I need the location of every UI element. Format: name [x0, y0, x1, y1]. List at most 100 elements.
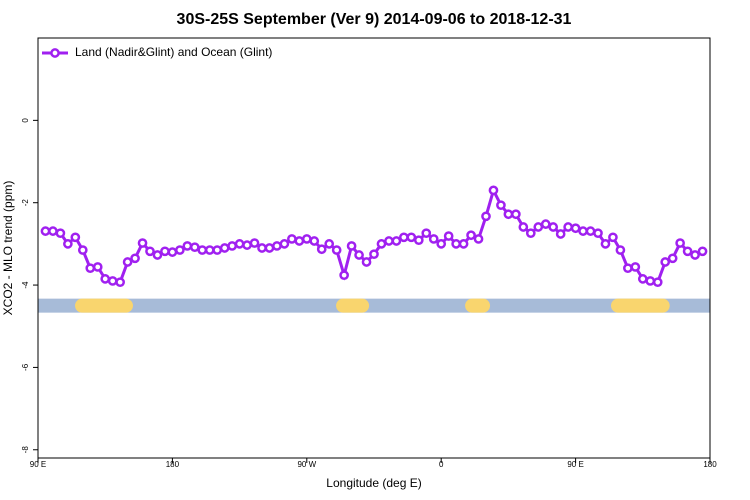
data-point: [55, 228, 66, 239]
data-point: [533, 222, 544, 232]
data-point: [279, 239, 290, 249]
land-segment: [336, 298, 370, 313]
legend-marker: [50, 48, 60, 58]
data-point: [346, 241, 357, 251]
data-point: [570, 223, 581, 234]
data-point: [399, 232, 409, 243]
data-point: [555, 229, 566, 239]
data-point: [242, 240, 252, 250]
data-point: [48, 226, 58, 236]
data-point: [264, 243, 275, 253]
x-tick-label: 180: [166, 460, 180, 469]
data-point: [608, 232, 618, 243]
x-tick-label: 90 W: [297, 460, 316, 469]
data-point: [406, 232, 417, 243]
data-point: [578, 226, 588, 236]
data-point: [301, 234, 312, 244]
data-point: [92, 262, 103, 272]
series-line: [45, 186, 704, 284]
data-point: [354, 250, 364, 260]
data-point: [675, 238, 685, 248]
data-point: [443, 231, 454, 241]
data-point: [630, 262, 641, 272]
data-point: [249, 238, 260, 248]
data-point: [122, 257, 133, 267]
ocean-strip: [38, 298, 710, 313]
data-point: [40, 226, 51, 236]
data-point: [234, 239, 245, 249]
x-tick-label: 180: [703, 460, 717, 469]
data-point: [511, 209, 521, 220]
legend-label: Land (Nadir&Glint) and Ocean (Glint): [75, 45, 272, 59]
data-point: [525, 228, 536, 239]
data-point: [107, 276, 118, 286]
data-point: [145, 246, 155, 257]
data-point: [130, 253, 140, 264]
data-point: [481, 211, 491, 222]
x-tick-label: 90 E: [30, 460, 46, 469]
y-tick-label: -2: [21, 199, 30, 207]
data-point: [667, 253, 678, 264]
data-point: [197, 245, 208, 255]
data-point: [421, 228, 432, 239]
data-point: [458, 239, 469, 249]
data-point: [563, 222, 573, 232]
data-point: [436, 239, 447, 249]
data-point: [167, 247, 178, 257]
data-point: [175, 245, 185, 255]
data-point: [70, 232, 81, 243]
y-tick-label: 0: [21, 118, 30, 123]
data-point: [189, 242, 200, 253]
data-point: [182, 241, 193, 251]
data-point: [600, 239, 611, 249]
data-point: [324, 239, 335, 249]
plot-frame: [37, 37, 711, 459]
data-point: [85, 263, 96, 274]
data-point: [391, 236, 402, 246]
data-point: [548, 222, 559, 232]
y-tick-label: -4: [21, 281, 30, 289]
data-point: [690, 250, 700, 260]
x-tick-label: 0: [439, 460, 444, 469]
data-point: [645, 276, 656, 286]
data-point: [361, 257, 372, 267]
data-point: [503, 209, 514, 220]
land-segment: [610, 298, 670, 313]
data-point: [100, 274, 111, 284]
data-point: [227, 241, 237, 251]
data-point: [160, 246, 170, 257]
data-point: [518, 222, 529, 232]
data-point: [660, 257, 671, 267]
data-point: [496, 200, 506, 211]
data-point: [152, 250, 163, 260]
data-point: [623, 263, 633, 274]
data-point: [339, 270, 349, 281]
data-point: [331, 245, 342, 255]
data-point: [137, 238, 148, 248]
data-point: [384, 236, 394, 246]
data-point: [585, 226, 596, 236]
data-point: [413, 235, 424, 246]
data-point: [615, 245, 626, 255]
data-point: [257, 243, 267, 253]
data-point: [204, 245, 215, 255]
data-point: [63, 239, 73, 249]
chart-title: 30S-25S September (Ver 9) 2014-09-06 to …: [177, 11, 572, 28]
data-point: [466, 230, 476, 241]
data-point: [316, 244, 327, 255]
data-point: [652, 277, 663, 288]
x-axis-label: Longitude (deg E): [326, 476, 421, 490]
data-point: [272, 241, 282, 251]
data-point: [287, 234, 297, 244]
data-point: [294, 236, 305, 246]
data-point: [637, 274, 648, 284]
data-point: [451, 239, 461, 249]
land-segment: [75, 298, 133, 313]
y-axis-label: XCO2 - MLO trend (ppm): [1, 181, 15, 316]
data-point: [473, 234, 484, 244]
data-point: [219, 243, 230, 253]
data-point: [212, 245, 223, 255]
x-tick-label: 90 E: [567, 460, 583, 469]
data-point: [369, 249, 379, 260]
